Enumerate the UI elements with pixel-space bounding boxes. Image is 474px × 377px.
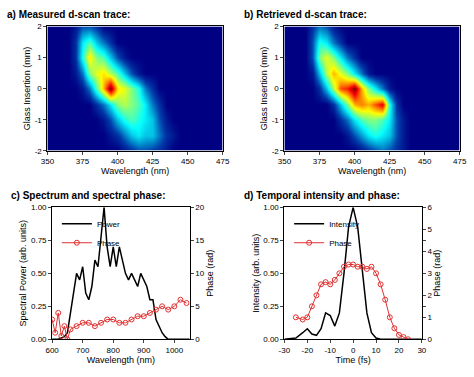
svg-text:0.25: 0.25: [263, 302, 279, 311]
svg-text:0: 0: [274, 84, 279, 93]
svg-text:0: 0: [195, 335, 200, 344]
svg-text:c) Spectrum and spectral phase: c) Spectrum and spectral phase:: [11, 190, 166, 201]
svg-text:0.50: 0.50: [263, 269, 279, 278]
svg-text:475: 475: [453, 157, 467, 166]
svg-text:Intensity (arb. units): Intensity (arb. units): [251, 234, 261, 313]
svg-text:900: 900: [137, 346, 151, 355]
svg-text:2: 2: [427, 291, 432, 300]
svg-text:Phase: Phase: [97, 239, 120, 248]
svg-text:Phase: Phase: [329, 239, 352, 248]
svg-text:425: 425: [146, 157, 160, 166]
svg-text:-2: -2: [35, 147, 43, 156]
svg-text:20: 20: [195, 203, 204, 212]
svg-text:0: 0: [351, 346, 356, 355]
svg-text:700: 700: [76, 346, 90, 355]
svg-text:0: 0: [427, 335, 432, 344]
svg-text:Wavelength (nm): Wavelength (nm): [338, 166, 406, 176]
svg-text:Time (fs): Time (fs): [336, 355, 371, 365]
svg-text:3: 3: [427, 269, 432, 278]
svg-text:2: 2: [37, 22, 42, 31]
svg-text:450: 450: [418, 157, 432, 166]
svg-text:375: 375: [76, 157, 90, 166]
svg-text:600: 600: [45, 346, 59, 355]
svg-text:Wavelength (nm): Wavelength (nm): [101, 166, 169, 176]
svg-text:1000: 1000: [165, 346, 183, 355]
svg-text:0: 0: [37, 84, 42, 93]
svg-text:0.00: 0.00: [263, 335, 279, 344]
svg-text:800: 800: [107, 346, 121, 355]
svg-text:-20: -20: [302, 346, 314, 355]
svg-text:450: 450: [181, 157, 195, 166]
svg-text:1: 1: [427, 313, 432, 322]
svg-text:0.75: 0.75: [31, 236, 47, 245]
svg-text:5: 5: [195, 302, 200, 311]
svg-text:Glass Insertion (mm): Glass Insertion (mm): [22, 47, 32, 131]
svg-text:a) Measured d-scan trace:: a) Measured d-scan trace:: [7, 9, 130, 20]
svg-text:10: 10: [195, 269, 204, 278]
svg-text:5: 5: [427, 225, 432, 234]
svg-text:Power: Power: [97, 220, 120, 229]
svg-text:-1: -1: [35, 116, 43, 125]
svg-text:Intensity: Intensity: [329, 220, 359, 229]
svg-text:400: 400: [111, 157, 125, 166]
svg-text:350: 350: [41, 157, 55, 166]
svg-text:20: 20: [394, 346, 403, 355]
svg-text:30: 30: [417, 346, 426, 355]
svg-text:-1: -1: [272, 116, 280, 125]
svg-text:1.00: 1.00: [31, 203, 47, 212]
svg-text:0.75: 0.75: [263, 236, 279, 245]
svg-text:2: 2: [274, 22, 279, 31]
svg-text:400: 400: [348, 157, 362, 166]
svg-text:425: 425: [383, 157, 397, 166]
svg-text:Phase (rad): Phase (rad): [205, 250, 215, 297]
svg-text:4: 4: [427, 247, 432, 256]
svg-text:375: 375: [313, 157, 327, 166]
svg-text:6: 6: [427, 203, 432, 212]
svg-text:b) Retrieved d-scan trace:: b) Retrieved d-scan trace:: [244, 9, 367, 20]
svg-text:Wavelength (nm): Wavelength (nm): [87, 355, 155, 365]
svg-text:-2: -2: [272, 147, 280, 156]
svg-text:0.00: 0.00: [31, 335, 47, 344]
svg-text:Phase (rad): Phase (rad): [432, 250, 442, 297]
svg-text:-30: -30: [279, 346, 291, 355]
svg-text:1: 1: [37, 53, 42, 62]
svg-text:Glass Insertion (mm): Glass Insertion (mm): [259, 47, 269, 131]
svg-text:15: 15: [195, 236, 204, 245]
svg-text:10: 10: [372, 346, 381, 355]
svg-text:d) Temporal intensity and phas: d) Temporal intensity and phase:: [244, 190, 400, 201]
svg-text:Spectral Power (arb. units): Spectral Power (arb. units): [18, 220, 28, 327]
svg-text:475: 475: [216, 157, 230, 166]
svg-text:350: 350: [278, 157, 292, 166]
svg-text:0.50: 0.50: [31, 269, 47, 278]
svg-text:0.25: 0.25: [31, 302, 47, 311]
svg-text:1: 1: [274, 53, 279, 62]
svg-text:1.00: 1.00: [263, 203, 279, 212]
svg-text:-10: -10: [324, 346, 336, 355]
